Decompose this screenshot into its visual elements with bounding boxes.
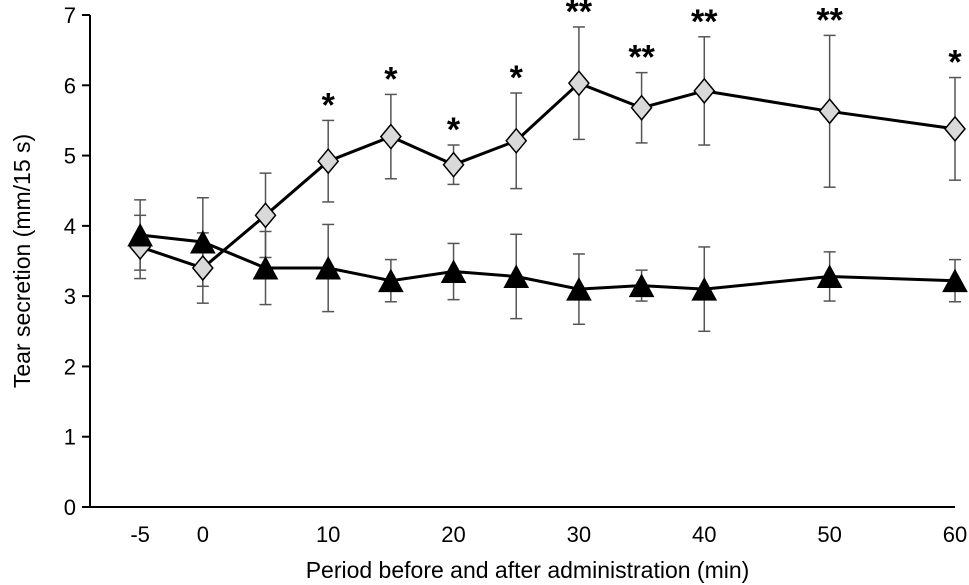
x-tick-label: -5 <box>130 522 150 547</box>
axes <box>82 14 955 508</box>
y-tick-label: 6 <box>64 73 76 98</box>
diamond-marker <box>567 70 590 97</box>
tick-labels: 0 1 2 3 4 5 6 7 -5 0 10 20 30 40 50 60 <box>64 3 967 547</box>
triangle-marker <box>315 255 342 280</box>
significance-marker: ** <box>628 39 655 77</box>
y-tick-label: 0 <box>64 495 76 520</box>
triangle-marker <box>628 273 655 298</box>
triangle-marker <box>378 268 404 293</box>
significance-marker: * <box>447 111 461 149</box>
series-line <box>139 81 956 270</box>
x-tick-label: 60 <box>943 522 967 547</box>
x-tick-label: 0 <box>197 522 209 547</box>
diamond-marker <box>630 94 653 121</box>
significance-marker: ** <box>691 3 718 41</box>
diamond-marker <box>254 202 277 229</box>
x-tick-label: 30 <box>567 522 591 547</box>
significance-annotations: ********** *** <box>322 0 963 149</box>
y-tick-label: 4 <box>64 214 76 239</box>
series-line <box>139 233 956 291</box>
y-tick-label: 7 <box>64 3 76 28</box>
significance-marker: * <box>510 59 524 97</box>
y-axis-label: Tear secretion (mm/15 s) <box>9 134 35 388</box>
triangle-marker <box>942 268 968 293</box>
triangle-marker <box>127 222 153 247</box>
y-tick-label: 2 <box>64 354 76 379</box>
triangle-marker <box>691 277 718 301</box>
x-tick-label: 40 <box>692 522 716 547</box>
diamond-marker <box>944 115 966 143</box>
x-axis-label: Period before and after administration (… <box>306 557 750 583</box>
significance-marker: * <box>384 60 398 98</box>
significance-marker: * <box>322 86 336 124</box>
x-tick-label: 20 <box>441 522 465 547</box>
triangle-marker <box>252 255 279 280</box>
triangle-marker <box>566 277 592 301</box>
x-tick-label: 10 <box>316 522 340 547</box>
data-markers <box>127 70 968 301</box>
diamond-marker <box>818 98 841 125</box>
triangle-marker <box>503 264 530 288</box>
triangle-marker <box>440 259 467 284</box>
diamond-marker <box>379 123 402 150</box>
diamond-marker <box>693 77 716 105</box>
diamond-marker <box>191 254 214 282</box>
diamond-marker <box>505 127 528 154</box>
series-lines <box>139 81 956 291</box>
y-tick-label: 5 <box>64 144 76 169</box>
x-tick-label: 50 <box>817 522 841 547</box>
triangle-marker <box>816 264 843 288</box>
y-tick-label: 1 <box>64 425 76 450</box>
y-tick-label: 3 <box>64 284 76 309</box>
significance-marker: * <box>948 44 962 82</box>
significance-marker: ** <box>816 1 843 39</box>
diamond-marker <box>442 151 465 178</box>
triangle-marker <box>189 229 216 254</box>
diamond-marker <box>317 148 340 175</box>
significance-marker: ** <box>566 0 593 31</box>
